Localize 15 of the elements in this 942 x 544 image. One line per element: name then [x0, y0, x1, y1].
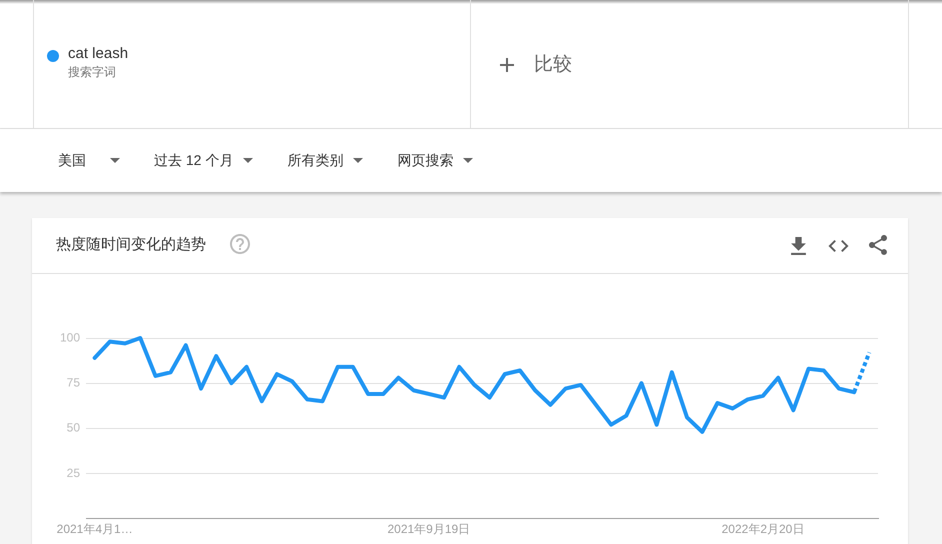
y-tick-label: 75 — [66, 375, 80, 390]
text: 搜索字词 — [68, 64, 117, 80]
y-tick-label: 25 — [66, 466, 80, 480]
legend-label: cat leash — [68, 45, 128, 63]
text: 比较 — [534, 53, 572, 77]
text: 美国 — [58, 152, 86, 170]
text: 过去 12 个月 — [154, 152, 234, 170]
chart-title: 热度随时间变化的趋势 — [56, 235, 206, 255]
text: 网页搜索 — [397, 152, 454, 170]
y-tick-label: 50 — [66, 420, 80, 435]
x-tick-label: 2022年2月20日 — [722, 522, 804, 536]
text: 所有类别 — [287, 152, 344, 170]
x-tick-label: 2021年9月19日 — [387, 522, 470, 536]
y-tick-label: 100 — [60, 330, 80, 344]
x-tick-label: 2021年4月1… — [56, 522, 133, 536]
